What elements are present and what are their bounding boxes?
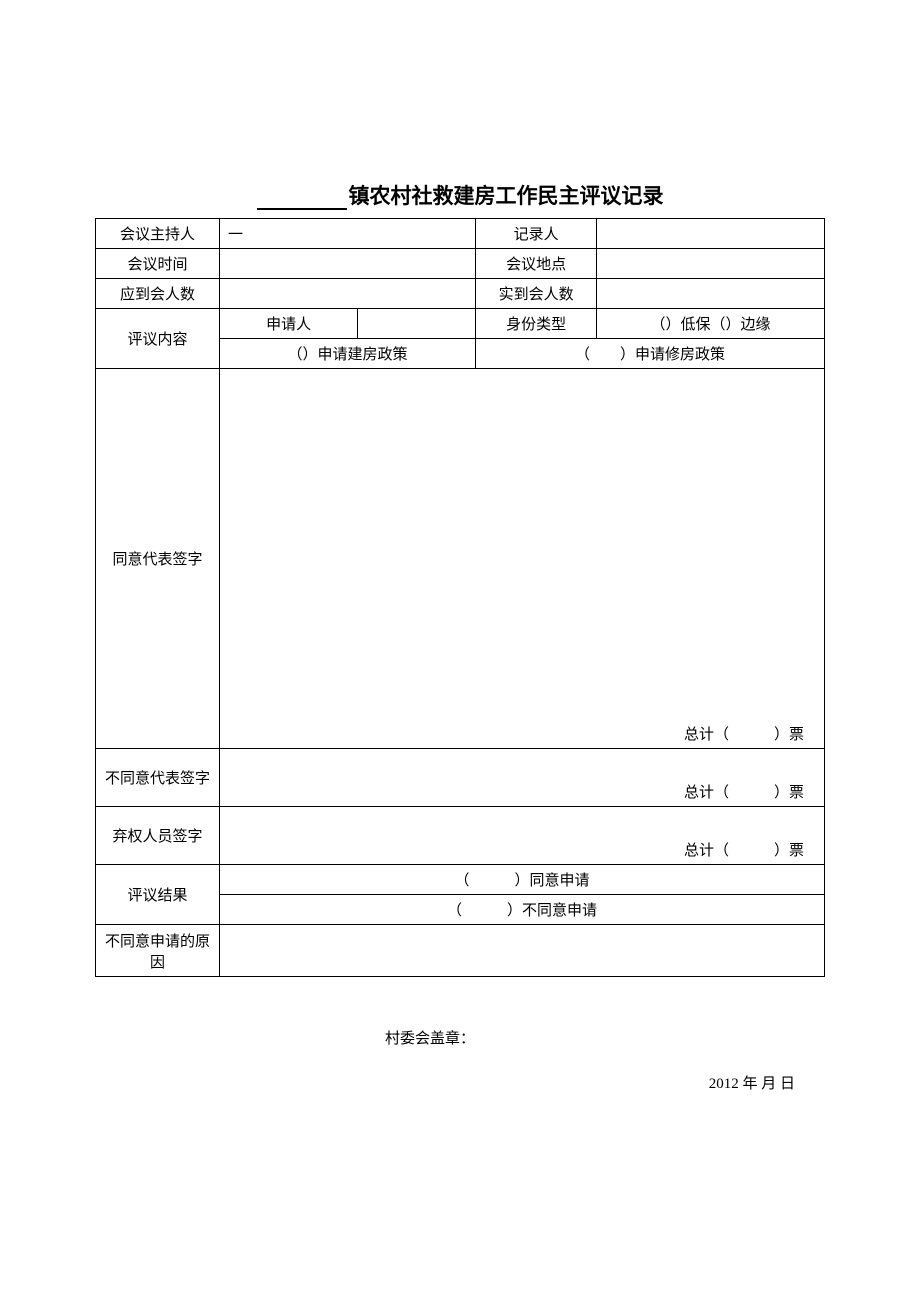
row-host: 会议主持人 一 记录人 [96, 219, 825, 249]
actual-label: 实到会人数 [476, 279, 597, 309]
applicant-label: 申请人 [220, 309, 358, 339]
host-label: 会议主持人 [96, 219, 220, 249]
actual-value[interactable] [597, 279, 825, 309]
location-value[interactable] [597, 249, 825, 279]
host-value[interactable]: 一 [220, 219, 476, 249]
recorder-label: 记录人 [476, 219, 597, 249]
disagree-sign-label: 不同意代表签字 [96, 749, 220, 807]
row-time: 会议时间 会议地点 [96, 249, 825, 279]
identity-label: 身份类型 [476, 309, 597, 339]
abstain-sign-area[interactable]: 总计（ ）票 [220, 807, 825, 865]
row-attendance: 应到会人数 实到会人数 [96, 279, 825, 309]
abstain-sign-label: 弃权人员签字 [96, 807, 220, 865]
footer: 村委会盖章： 2012 年 月 日 [95, 1027, 825, 1093]
result-agree[interactable]: （ ）同意申请 [220, 865, 825, 895]
expected-value[interactable] [220, 279, 476, 309]
review-form-table: 会议主持人 一 记录人 会议时间 会议地点 应到会人数 实到会人数 评议内容 申… [95, 218, 825, 977]
row-agree-sign: 同意代表签字 总计（ ）票 [96, 369, 825, 749]
disagree-sign-area[interactable]: 总计（ ）票 [220, 749, 825, 807]
applicant-value[interactable] [358, 309, 476, 339]
time-value[interactable] [220, 249, 476, 279]
title-blank-underline [257, 208, 347, 210]
repair-policy[interactable]: （ ）申请修房政策 [476, 339, 825, 369]
result-disagree[interactable]: （ ）不同意申请 [220, 895, 825, 925]
agree-sign-label: 同意代表签字 [96, 369, 220, 749]
abstain-total: 总计（ ）票 [684, 843, 804, 859]
page-title-row: 镇农村社救建房工作民主评议记录 [95, 180, 825, 210]
page-title: 镇农村社救建房工作民主评议记录 [349, 185, 664, 208]
identity-value[interactable]: （）低保（）边缘 [597, 309, 825, 339]
disagree-total: 总计（ ）票 [684, 785, 804, 801]
content-label: 评议内容 [96, 309, 220, 369]
reason-value[interactable] [220, 925, 825, 977]
time-label: 会议时间 [96, 249, 220, 279]
agree-total: 总计（ ）票 [684, 727, 804, 743]
result-label: 评议结果 [96, 865, 220, 925]
row-result-1: 评议结果 （ ）同意申请 [96, 865, 825, 895]
build-policy[interactable]: （）申请建房政策 [220, 339, 476, 369]
expected-label: 应到会人数 [96, 279, 220, 309]
row-reason: 不同意申请的原因 [96, 925, 825, 977]
reason-label: 不同意申请的原因 [96, 925, 220, 977]
stamp-label: 村委会盖章： [35, 1027, 825, 1048]
agree-sign-area[interactable]: 总计（ ）票 [220, 369, 825, 749]
date-label: 2012 年 月 日 [95, 1072, 825, 1093]
row-content-1: 评议内容 申请人 身份类型 （）低保（）边缘 [96, 309, 825, 339]
location-label: 会议地点 [476, 249, 597, 279]
row-disagree-sign: 不同意代表签字 总计（ ）票 [96, 749, 825, 807]
row-abstain-sign: 弃权人员签字 总计（ ）票 [96, 807, 825, 865]
recorder-value[interactable] [597, 219, 825, 249]
